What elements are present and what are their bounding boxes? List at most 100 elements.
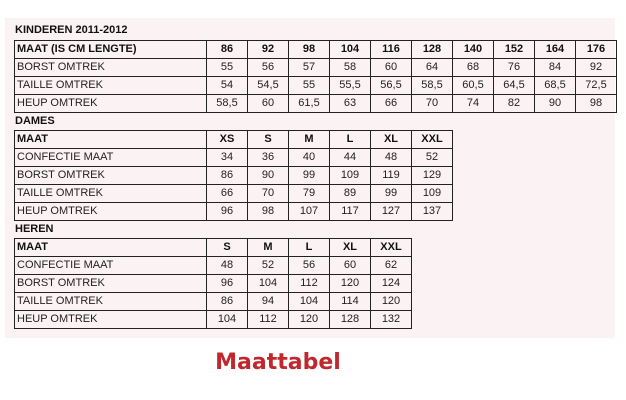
cell-value: 176 bbox=[575, 40, 617, 59]
cell-value: 61,5 bbox=[288, 94, 330, 113]
cell-value: 94 bbox=[247, 292, 289, 311]
cell-value: 84 bbox=[534, 58, 576, 77]
cell-value: 140 bbox=[452, 40, 494, 59]
cell-value: 55 bbox=[288, 76, 330, 95]
row-label: CONFECTIE MAAT bbox=[14, 148, 207, 167]
table-row: HEUP OMTREK 96 98 107 117 127 137 bbox=[14, 202, 453, 221]
cell-value: 79 bbox=[288, 184, 330, 203]
cell-value: 127 bbox=[370, 202, 412, 221]
cell-value: 98 bbox=[575, 94, 617, 113]
row-label: HEUP OMTREK bbox=[14, 310, 207, 329]
cell-value: 99 bbox=[288, 166, 330, 185]
cell-value: 86 bbox=[206, 40, 248, 59]
cell-value: S bbox=[206, 238, 248, 257]
cell-value: 82 bbox=[493, 94, 535, 113]
cell-value: 36 bbox=[247, 148, 289, 167]
cell-value: 70 bbox=[247, 184, 289, 203]
cell-value: L bbox=[288, 238, 330, 257]
cell-value: 98 bbox=[288, 40, 330, 59]
cell-value: 62 bbox=[370, 256, 412, 275]
cell-value: 128 bbox=[411, 40, 453, 59]
cell-value: 48 bbox=[206, 256, 248, 275]
cell-value: 58,5 bbox=[206, 94, 248, 113]
table-row: HEUP OMTREK 104 112 120 128 132 bbox=[14, 310, 412, 329]
table-row: TAILLE OMTREK 86 94 104 114 120 bbox=[14, 292, 412, 311]
table-row: CONFECTIE MAAT 48 52 56 60 62 bbox=[14, 256, 412, 275]
row-label: TAILLE OMTREK bbox=[14, 76, 207, 95]
cell-value: 164 bbox=[534, 40, 576, 59]
cell-value: 55,5 bbox=[329, 76, 371, 95]
cell-value: XS bbox=[206, 130, 248, 149]
table-heren: MAAT S M L XL XXL CONFECTIE MAAT 48 52 56 60 62 BORS… bbox=[14, 238, 412, 329]
row-label: BORST OMTREK bbox=[14, 166, 207, 185]
table-row: BORST OMTREK 86 90 99 109 119 129 bbox=[14, 166, 453, 185]
cell-value: XL bbox=[370, 130, 412, 149]
cell-value: 55 bbox=[206, 58, 248, 77]
cell-value: 74 bbox=[452, 94, 494, 113]
table-row: TAILLE OMTREK 66 70 79 89 99 109 bbox=[14, 184, 453, 203]
cell-value: 57 bbox=[288, 58, 330, 77]
cell-value: 117 bbox=[329, 202, 371, 221]
cell-value: 66 bbox=[206, 184, 248, 203]
cell-value: 70 bbox=[411, 94, 453, 113]
cell-value: 90 bbox=[247, 166, 289, 185]
cell-value: 124 bbox=[370, 274, 412, 293]
cell-value: 104 bbox=[247, 274, 289, 293]
cell-value: 96 bbox=[206, 202, 248, 221]
cell-value: XL bbox=[329, 238, 371, 257]
row-label: BORST OMTREK bbox=[14, 58, 207, 77]
cell-value: 116 bbox=[370, 40, 412, 59]
cell-value: 40 bbox=[288, 148, 330, 167]
footer-title: Maattabel bbox=[215, 350, 341, 375]
cell-value: 54 bbox=[206, 76, 248, 95]
section-title-dames: DAMES bbox=[15, 115, 55, 127]
cell-value: 56 bbox=[247, 58, 289, 77]
cell-value: 58 bbox=[329, 58, 371, 77]
section-title-heren: HEREN bbox=[15, 223, 54, 235]
cell-value: 104 bbox=[206, 310, 248, 329]
row-label: MAAT bbox=[14, 130, 207, 149]
cell-value: 92 bbox=[247, 40, 289, 59]
cell-value: 120 bbox=[329, 274, 371, 293]
cell-value: 120 bbox=[288, 310, 330, 329]
cell-value: 63 bbox=[329, 94, 371, 113]
row-label: BORST OMTREK bbox=[14, 274, 207, 293]
table-header-row: MAAT XS S M L XL XXL bbox=[14, 130, 453, 149]
row-label: MAAT bbox=[14, 238, 207, 257]
cell-value: 120 bbox=[370, 292, 412, 311]
cell-value: 68,5 bbox=[534, 76, 576, 95]
cell-value: 132 bbox=[370, 310, 412, 329]
table-row: BORST OMTREK 96 104 112 120 124 bbox=[14, 274, 412, 293]
cell-value: 129 bbox=[411, 166, 453, 185]
table-header-row: MAAT (IS CM LENGTE) 86 92 98 104 116 128 140 152… bbox=[14, 40, 617, 59]
cell-value: M bbox=[288, 130, 330, 149]
cell-value: 56 bbox=[288, 256, 330, 275]
cell-value: 128 bbox=[329, 310, 371, 329]
row-label: HEUP OMTREK bbox=[14, 94, 207, 113]
cell-value: 107 bbox=[288, 202, 330, 221]
cell-value: 60 bbox=[329, 256, 371, 275]
cell-value: S bbox=[247, 130, 289, 149]
table-row: BORST OMTREK 55 56 57 58 60 64 68 76 84 92 bbox=[14, 58, 617, 77]
cell-value: 60,5 bbox=[452, 76, 494, 95]
cell-value: 54,5 bbox=[247, 76, 289, 95]
table-header-row: MAAT S M L XL XXL bbox=[14, 238, 412, 257]
table-row: CONFECTIE MAAT 34 36 40 44 48 52 bbox=[14, 148, 453, 167]
cell-value: 119 bbox=[370, 166, 412, 185]
cell-value: 90 bbox=[534, 94, 576, 113]
row-label: CONFECTIE MAAT bbox=[14, 256, 207, 275]
cell-value: L bbox=[329, 130, 371, 149]
cell-value: 56,5 bbox=[370, 76, 412, 95]
cell-value: 60 bbox=[370, 58, 412, 77]
cell-value: 86 bbox=[206, 166, 248, 185]
cell-value: 52 bbox=[247, 256, 289, 275]
cell-value: 109 bbox=[411, 184, 453, 203]
table-row: TAILLE OMTREK 54 54,5 55 55,5 56,5 58,5 60,5 64,… bbox=[14, 76, 617, 95]
section-title-kinderen: KINDEREN 2011-2012 bbox=[15, 24, 128, 36]
cell-value: 98 bbox=[247, 202, 289, 221]
cell-value: 92 bbox=[575, 58, 617, 77]
row-label: TAILLE OMTREK bbox=[14, 292, 207, 311]
cell-value: XXL bbox=[411, 130, 453, 149]
cell-value: 104 bbox=[329, 40, 371, 59]
row-label: TAILLE OMTREK bbox=[14, 184, 207, 203]
